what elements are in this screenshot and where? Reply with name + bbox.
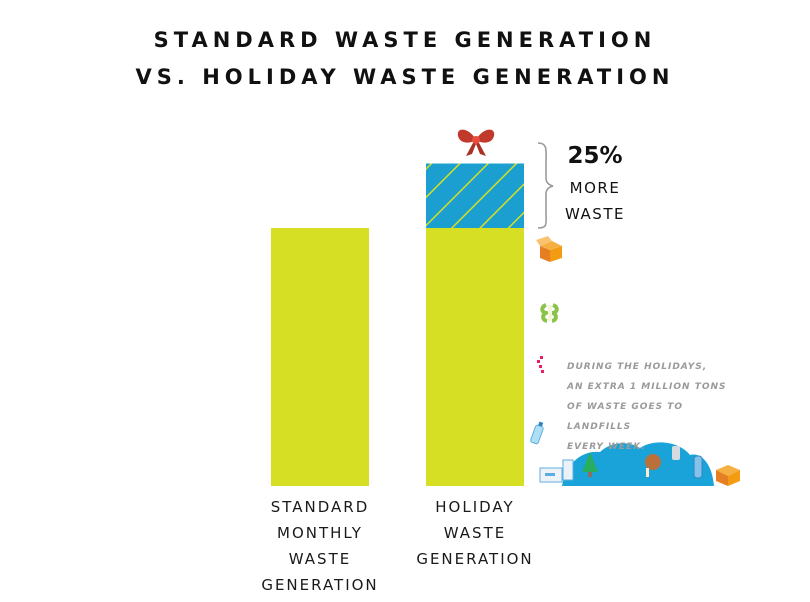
gift-bow-icon (457, 129, 495, 156)
bottle-icon (530, 421, 544, 445)
box-icon (536, 236, 562, 262)
chart-subtitle: VS. HOLIDAY WASTE GENERATION (135, 65, 675, 89)
category-label-standard: STANDARD MONTHLY WASTE GENERATION (261, 498, 379, 594)
chart-title: STANDARD WASTE GENERATION (153, 28, 657, 52)
bar-standard (271, 228, 369, 486)
candy-cane-icon (537, 356, 544, 373)
bar-holiday (426, 228, 524, 486)
increase-label: MORE WASTE (565, 179, 625, 223)
bar-holiday-extra (426, 163, 524, 228)
trash-pile-icon (539, 442, 740, 486)
bracket (537, 142, 554, 229)
landfill-note: DURING THE HOLIDAYS, AN EXTRA 1 MILLION … (567, 362, 727, 452)
increase-value: 25% (567, 143, 623, 169)
category-label-holiday: HOLIDAY WASTE GENERATION (416, 498, 534, 568)
apple-core-icon (540, 303, 559, 323)
